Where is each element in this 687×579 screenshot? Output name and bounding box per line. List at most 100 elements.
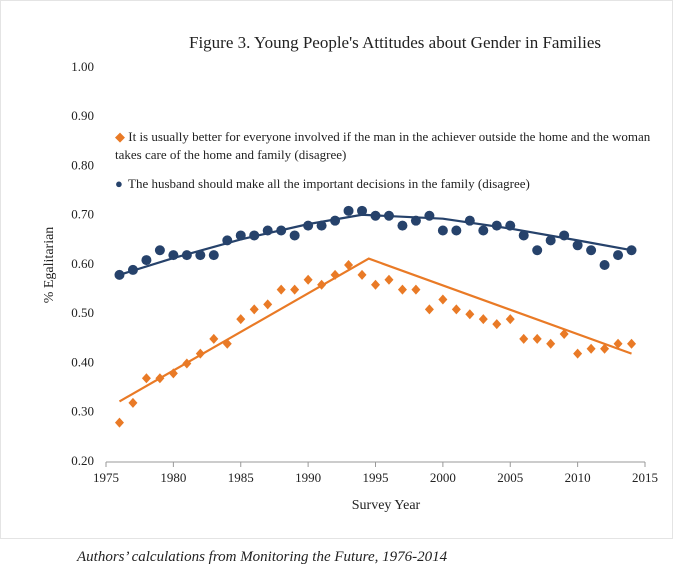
- data-point: [262, 225, 273, 236]
- data-point: [370, 210, 381, 221]
- x-tick-label: 1995: [363, 470, 389, 485]
- data-point: [114, 269, 125, 280]
- legend-label: It is usually better for everyone involv…: [115, 129, 651, 162]
- data-point: [236, 314, 246, 325]
- data-point: [424, 304, 434, 315]
- legend-marker: ◆: [115, 129, 125, 144]
- caption: Authors’ calculations from Monitoring th…: [77, 549, 448, 565]
- data-point: [317, 279, 327, 290]
- y-tick-label: 0.90: [71, 108, 94, 123]
- data-point: [397, 284, 407, 295]
- x-tick-label: 2015: [632, 470, 658, 485]
- data-point: [478, 314, 488, 325]
- data-point: [438, 294, 448, 305]
- data-point: [289, 230, 300, 241]
- data-point: [181, 250, 192, 261]
- data-point: [141, 373, 151, 384]
- data-point: [128, 397, 138, 408]
- data-point: [222, 235, 233, 246]
- x-tick-label: 1975: [93, 470, 119, 485]
- data-point: [559, 230, 570, 241]
- data-point: [411, 284, 421, 295]
- legend-item: ● The husband should make all the import…: [115, 175, 675, 193]
- data-point: [303, 274, 313, 285]
- x-tick-label: 2000: [430, 470, 456, 485]
- trend-line: [119, 213, 632, 276]
- data-point: [600, 343, 610, 354]
- data-point: [344, 260, 354, 270]
- data-point: [249, 230, 260, 241]
- data-point: [357, 205, 368, 216]
- data-point: [182, 358, 192, 369]
- data-point: [491, 220, 502, 231]
- data-point: [586, 343, 596, 354]
- data-point: [451, 304, 461, 315]
- data-point: [195, 348, 205, 359]
- x-axis-label: Survey Year: [352, 498, 421, 513]
- data-point: [626, 245, 637, 256]
- data-point: [222, 338, 232, 349]
- data-point: [572, 240, 583, 251]
- data-point: [383, 210, 394, 221]
- data-point: [276, 225, 287, 236]
- x-tick-label: 1985: [228, 470, 254, 485]
- data-point: [545, 235, 556, 246]
- data-point: [464, 215, 475, 226]
- data-point: [519, 333, 529, 344]
- data-point: [343, 205, 354, 216]
- data-point: [532, 245, 543, 256]
- data-point: [114, 417, 124, 428]
- data-point: [599, 260, 610, 270]
- data-point: [573, 348, 583, 359]
- data-point: [127, 264, 138, 275]
- chart-frame: [0, 0, 673, 539]
- data-point: [505, 314, 515, 325]
- data-point: [546, 338, 556, 349]
- y-tick-label: 0.60: [71, 256, 94, 271]
- data-point: [371, 279, 380, 290]
- x-tick-label: 1990: [295, 470, 321, 485]
- y-tick-label: 0.40: [71, 354, 94, 369]
- data-point: [465, 309, 475, 320]
- data-point: [518, 230, 529, 241]
- data-point: [505, 220, 516, 231]
- x-tick-label: 2010: [565, 470, 591, 485]
- data-point: [384, 274, 394, 285]
- y-axis-label: % Egalitarian: [42, 227, 57, 304]
- chart-title: Figure 3. Young People's Attitudes about…: [189, 33, 601, 52]
- data-point: [235, 230, 246, 241]
- data-point: [330, 269, 340, 280]
- data-point: [586, 245, 597, 256]
- data-point: [424, 210, 435, 221]
- data-point: [437, 225, 448, 236]
- y-tick-label: 0.80: [71, 157, 94, 172]
- data-point: [397, 220, 408, 231]
- data-point: [316, 220, 327, 231]
- data-point: [357, 269, 367, 280]
- legend-label: The husband should make all the importan…: [128, 176, 530, 191]
- x-tick-label: 2005: [497, 470, 523, 485]
- data-point: [330, 215, 341, 226]
- data-point: [168, 250, 179, 261]
- data-point: [559, 328, 569, 339]
- data-point: [492, 319, 502, 330]
- data-point: [613, 338, 623, 349]
- data-point: [613, 250, 624, 261]
- data-point: [155, 373, 165, 384]
- data-point: [290, 284, 300, 295]
- y-tick-label: 0.50: [71, 305, 94, 320]
- y-tick-label: 0.20: [71, 453, 94, 468]
- y-tick-label: 1.00: [71, 59, 94, 74]
- data-point: [451, 225, 462, 236]
- data-point: [209, 333, 219, 344]
- data-point: [532, 333, 542, 344]
- data-point: [154, 245, 165, 256]
- data-point: [276, 284, 286, 295]
- data-point: [303, 220, 314, 231]
- legend-marker: ●: [115, 176, 123, 191]
- y-tick-label: 0.30: [71, 404, 94, 419]
- data-point: [195, 250, 206, 261]
- y-tick-label: 0.70: [71, 207, 94, 222]
